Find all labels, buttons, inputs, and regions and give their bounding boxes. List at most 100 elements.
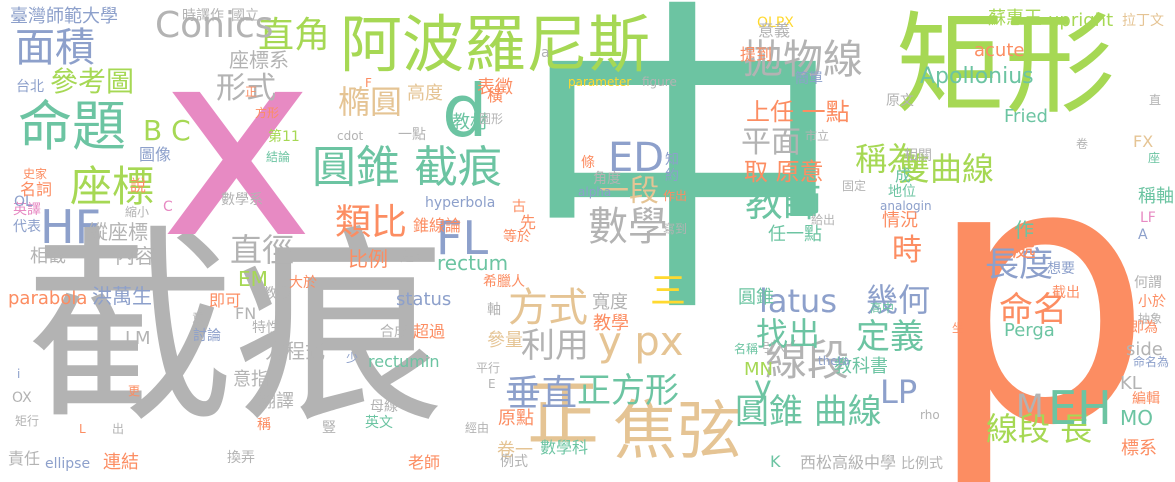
cloud-word: 先 [520, 213, 537, 232]
cloud-word: 截痕 [25, 207, 446, 452]
cloud-word: 長度 [985, 245, 1053, 285]
cloud-word: 圓錐 [738, 287, 774, 308]
cloud-word: Fried [1004, 106, 1048, 127]
cloud-word: 時譯作 [182, 8, 224, 24]
cloud-word: 數學系 [221, 192, 263, 208]
cloud-word: Conics [155, 5, 274, 46]
cloud-word: theta [818, 354, 850, 368]
cloud-word: 豎 [322, 420, 336, 436]
cloud-word: 英文 [365, 415, 393, 431]
cloud-word: 臺灣師範大學 [10, 6, 118, 27]
cloud-word: 名稱 [734, 342, 759, 356]
cloud-word: 市立 [805, 129, 830, 143]
cloud-word: OL [14, 194, 33, 210]
cloud-word: 作出 [663, 189, 688, 203]
cloud-word: 成 [895, 166, 912, 185]
cloud-word: 上任 一點 [746, 98, 850, 126]
cloud-word: 固定 [842, 179, 867, 193]
cloud-word: 教師 [745, 181, 822, 225]
cloud-word: 內容 [115, 244, 155, 268]
cloud-word: 提到 [740, 45, 773, 64]
cloud-word: HF [40, 200, 102, 254]
cloud-word: 命名為 [1133, 355, 1170, 369]
cloud-word: 說 [130, 176, 147, 195]
cloud-word: 直 [1149, 93, 1162, 107]
cloud-word: ellipse [45, 456, 91, 472]
cloud-word: 教授 [263, 286, 291, 302]
cloud-word: 責任 [8, 449, 41, 468]
cloud-word: E [488, 377, 496, 391]
cloud-word: C [163, 199, 173, 215]
cloud-word: 母線 [370, 399, 398, 415]
cloud-word: 軸 [487, 302, 501, 318]
cloud-word: 台北 [16, 79, 44, 95]
cloud-word: 截出 [1052, 285, 1080, 301]
cloud-word: p [925, 85, 1154, 482]
cloud-word: 卷一 [497, 440, 533, 461]
cloud-word: 處 [1012, 234, 1036, 262]
cloud-word: EM [238, 267, 268, 291]
cloud-word: 合成 [380, 324, 408, 340]
cloud-word: 比例 [348, 247, 388, 271]
cloud-word: 相截 [30, 246, 66, 267]
cloud-word: 拋物線 [743, 37, 863, 83]
cloud-word: 平面 [741, 125, 801, 160]
cloud-word: 座標 [70, 162, 155, 211]
cloud-word: 角度 [593, 171, 621, 187]
cloud-word: 直角 [258, 15, 331, 56]
cloud-word: LP [880, 373, 918, 411]
cloud-word: 雙曲線 [898, 150, 995, 188]
cloud-word: 找出 [756, 315, 821, 353]
cloud-word: analogin [880, 199, 932, 213]
cloud-word: 教材 [452, 112, 488, 133]
cloud-word: 給出 [811, 213, 836, 227]
cloud-word: 數學 [588, 204, 668, 250]
cloud-word: x [160, 0, 314, 296]
cloud-word: 原點 [498, 408, 534, 429]
cloud-word: 簡單 [795, 71, 823, 87]
cloud-word: i [17, 367, 21, 381]
cloud-word: 縱座標 [88, 220, 148, 244]
cloud-word: 編輯 [1132, 391, 1160, 407]
cloud-word: y [754, 370, 772, 405]
cloud-word: status [396, 289, 452, 310]
cloud-word: y px [598, 319, 684, 365]
cloud-word: MN [744, 359, 773, 380]
cloud-word: 比例式 [901, 456, 943, 472]
cloud-word: 約 [665, 168, 679, 184]
cloud-word: 圖形 [479, 112, 504, 126]
cloud-word: rectum [437, 251, 509, 275]
cloud-word: 圖像 [139, 145, 172, 164]
cloud-word: 形式 [216, 71, 276, 106]
cloud-word: 坐 [952, 321, 965, 335]
cloud-word: 稱軸 [1138, 186, 1174, 207]
cloud-word: L [79, 422, 86, 436]
cloud-word: 條 [581, 155, 595, 171]
cloud-word: 例式 [500, 454, 528, 470]
cloud-word: 稱為 [855, 140, 920, 178]
cloud-word: 第11 [268, 129, 300, 145]
cloud-word: upright [1048, 10, 1114, 31]
cloud-word: 原文 [886, 93, 914, 109]
cloud-word: 情況 [882, 210, 918, 231]
cloud-word: F [365, 76, 372, 90]
cloud-word: 意義 [758, 21, 791, 40]
cloud-word: EH [1048, 381, 1112, 435]
cloud-word: rho [920, 408, 940, 422]
cloud-word: 方程式 [265, 339, 325, 363]
cloud-word: FN [235, 304, 257, 323]
cloud-word: 垂直 [505, 373, 578, 414]
cloud-word: B C [143, 114, 191, 147]
cloud-word: alpha [578, 185, 612, 199]
cloud-word: 時 [892, 233, 922, 268]
cloud-word: 西松高級中學 [800, 453, 897, 472]
cloud-word: parameter [568, 75, 632, 89]
cloud-word: Apollonius [920, 64, 1034, 89]
cloud-word: 代表 [13, 219, 41, 235]
cloud-word: hyperbola [425, 195, 496, 211]
cloud-word: side [1126, 339, 1163, 360]
cloud-word: 中 [518, 0, 848, 357]
cloud-word: M [1016, 387, 1044, 425]
cloud-word: Α [1138, 227, 1148, 243]
